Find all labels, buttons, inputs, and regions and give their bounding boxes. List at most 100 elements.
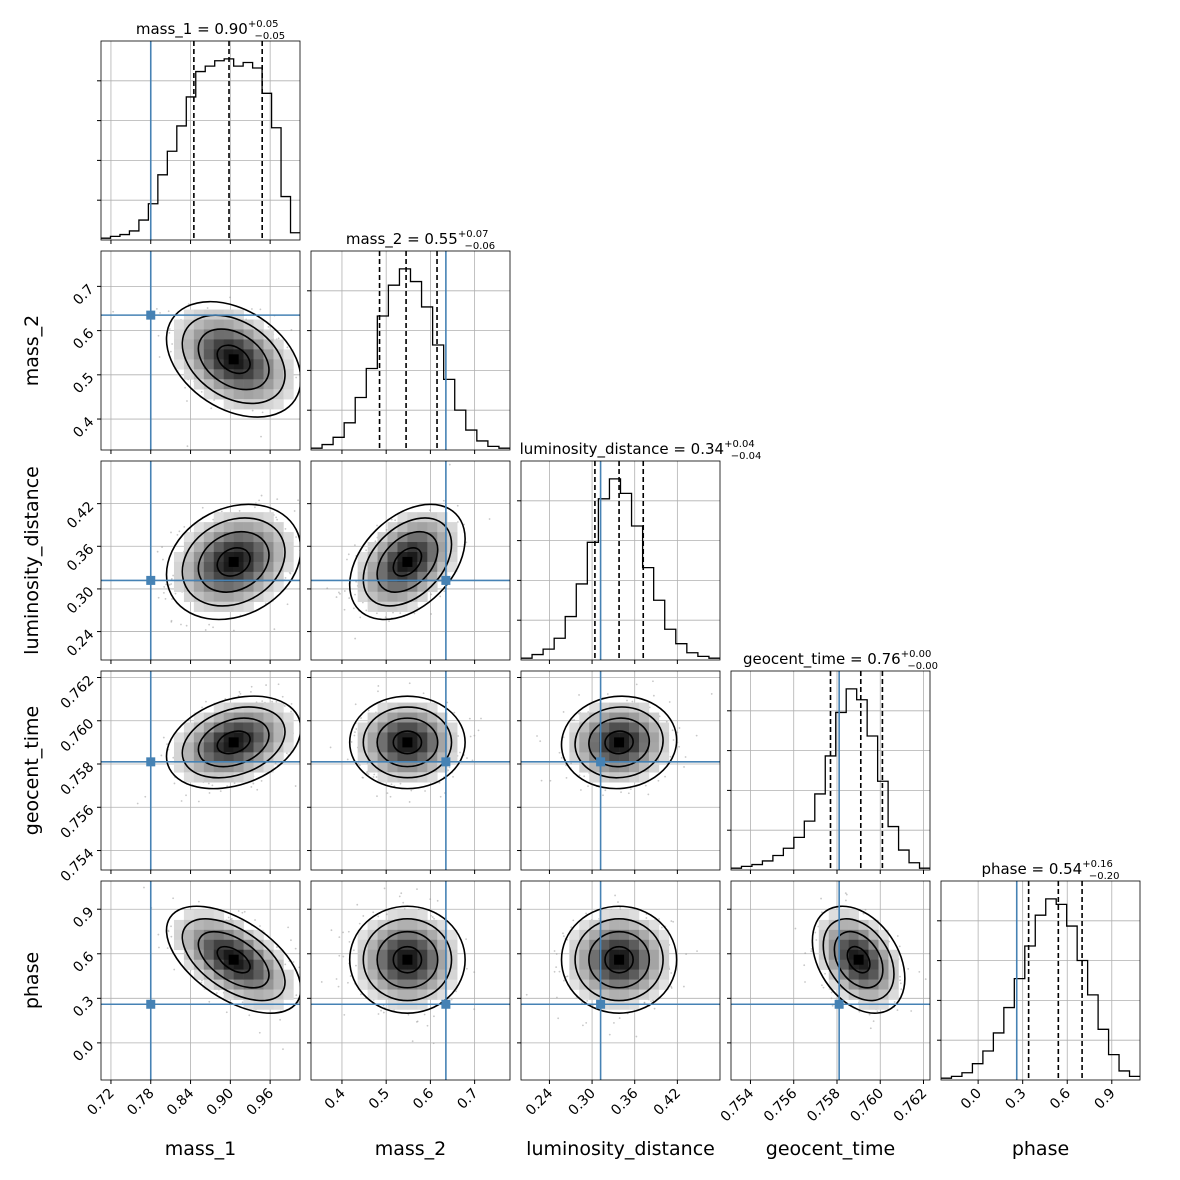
- density-cell: [243, 722, 254, 733]
- density-cell: [609, 752, 620, 763]
- density-cell: [273, 561, 284, 573]
- contour-level-4: [165, 695, 300, 790]
- sample-point: [626, 699, 628, 702]
- density-cell: [233, 732, 244, 743]
- sample-point: [346, 558, 348, 561]
- density-cell: [638, 772, 650, 783]
- sample-point: [265, 684, 267, 686]
- density-cell: [233, 762, 244, 773]
- density-cell: [263, 379, 274, 390]
- sample-point: [355, 580, 358, 583]
- sample-point: [377, 690, 379, 693]
- sample-point: [261, 411, 264, 414]
- density-cell: [243, 561, 254, 573]
- density-cell: [253, 542, 264, 553]
- density-cell: [437, 969, 448, 980]
- density-cell: [243, 949, 254, 961]
- density-cell: [357, 979, 368, 990]
- density-cell: [397, 762, 408, 773]
- density-cell: [427, 702, 438, 713]
- density-cell: [253, 512, 264, 523]
- sample-point: [631, 700, 634, 703]
- sample-point: [570, 926, 573, 929]
- density-cell: [638, 929, 650, 941]
- density-cell: [253, 551, 264, 563]
- sample-point: [210, 407, 213, 410]
- density-cell: [213, 939, 225, 951]
- sample-point: [562, 711, 565, 713]
- density-cell: [619, 909, 630, 921]
- density-cell: [283, 732, 294, 743]
- density-cell: [447, 532, 458, 543]
- density-cell: [193, 929, 205, 941]
- density-cell: [599, 732, 610, 743]
- density-cell: [579, 939, 590, 951]
- sample-point: [394, 519, 397, 522]
- contour-level-2: [197, 530, 270, 593]
- sample-point: [343, 1013, 346, 1016]
- density-panel-phase-vs-mass_2: [311, 881, 510, 1080]
- density-cell: [273, 399, 284, 410]
- density-cell: [387, 742, 398, 753]
- density-cell: [173, 581, 185, 593]
- sample-point: [399, 782, 402, 785]
- density-cell: [223, 919, 234, 931]
- density-cell: [397, 939, 408, 951]
- density-cell: [599, 772, 610, 783]
- contour-level-3: [362, 517, 453, 607]
- density-cell: [233, 359, 244, 370]
- sample-point: [260, 494, 263, 497]
- sample-point: [277, 337, 280, 340]
- density-cell: [233, 522, 244, 533]
- density-cell: [273, 742, 284, 753]
- density-panel-geocent_time-vs-mass_2: [311, 671, 510, 870]
- sample-point: [227, 916, 230, 919]
- density-panel-phase-vs-geocent_time: [731, 881, 930, 1080]
- sample-point: [416, 888, 418, 891]
- density-cell: [417, 989, 428, 1000]
- density-cell: [629, 949, 640, 961]
- density-cell: [609, 979, 620, 990]
- sample-point: [413, 612, 416, 615]
- density-cell: [223, 581, 234, 593]
- density-cell: [233, 742, 244, 753]
- sample-point: [365, 549, 368, 552]
- sample-point: [211, 784, 214, 787]
- sample-point: [112, 310, 115, 313]
- density-cell: [243, 369, 254, 380]
- density-cell: [253, 389, 264, 400]
- sample-point: [372, 776, 375, 778]
- density-cell: [223, 712, 234, 723]
- density-cell: [357, 591, 368, 603]
- density-cell: [213, 702, 225, 713]
- density-cell: [243, 522, 254, 533]
- density-cell: [233, 772, 244, 783]
- density-cell: [387, 522, 398, 533]
- density-cell: [377, 959, 388, 970]
- density-cell: [193, 949, 205, 961]
- density-cell: [427, 712, 438, 723]
- density-cell: [397, 601, 408, 612]
- density-cell: [447, 722, 458, 733]
- density-cell: [183, 369, 195, 380]
- density-cell: [579, 762, 590, 773]
- density-cell: [638, 732, 650, 743]
- density-cell: [223, 329, 234, 340]
- sample-point: [426, 1024, 429, 1027]
- density-cell: [417, 949, 428, 961]
- sample-point: [411, 1040, 414, 1043]
- density-cell: [233, 939, 244, 951]
- density-cell: [203, 349, 215, 360]
- density-cell: [599, 949, 610, 961]
- sample-point: [710, 693, 713, 695]
- density-cell: [243, 581, 254, 593]
- sample-point: [676, 731, 679, 734]
- sample-point: [367, 709, 370, 712]
- density-cell: [193, 772, 205, 783]
- sample-point: [168, 583, 171, 586]
- density-cell: [427, 979, 438, 990]
- sample-point: [629, 788, 632, 791]
- sample-point: [442, 499, 445, 502]
- density-cell: [223, 542, 234, 553]
- density-cell: [183, 551, 195, 563]
